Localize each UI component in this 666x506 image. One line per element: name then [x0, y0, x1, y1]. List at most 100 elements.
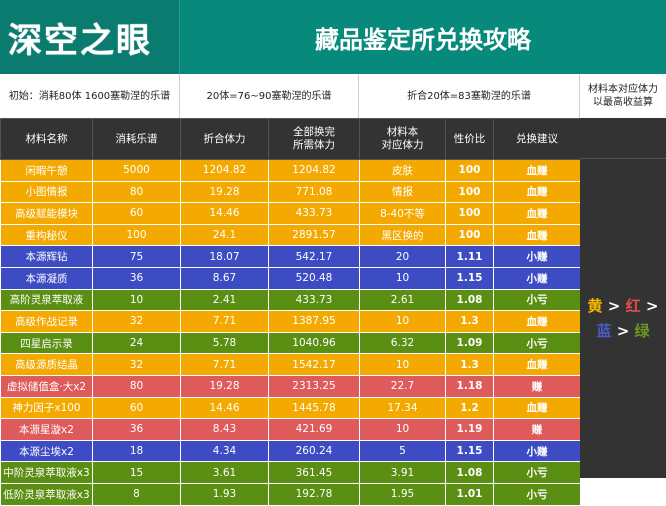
- cell-total: 433.73: [268, 288, 360, 312]
- cell-ratio: 1.09: [445, 331, 494, 355]
- cell-stamina: 14.46: [180, 202, 269, 225]
- table-row: 本源尘埃x2 18 4.34 260.24 5 1.15 小赚: [0, 439, 581, 463]
- cell-name: 虚拟储值盒·大x2: [0, 374, 93, 398]
- table-row: 四星启示录 24 5.78 1040.96 6.32 1.09 小亏: [0, 331, 581, 355]
- cell-name: 高阶灵泉萃取液: [0, 288, 93, 312]
- cell-mat: 10: [359, 310, 446, 333]
- cell-ratio: 1.11: [445, 245, 494, 268]
- cell-cost: 15: [92, 461, 181, 484]
- cell-name: 四星启示录: [0, 331, 93, 355]
- table-header-row: 材料名称 消耗乐谱 折合体力 全部换完 所需体力 材料本 对应体力 性价比 兑换建议: [0, 118, 581, 160]
- table-row: 小图情报 80 19.28 771.08 情报 100 血赚: [0, 180, 581, 204]
- color-legend: 黄 > 红 > 蓝 > 绿: [587, 296, 659, 340]
- col-stamina: 折合体力: [180, 118, 269, 160]
- cell-name: 低阶灵泉萃取液x3: [0, 482, 93, 506]
- cell-total: 421.69: [268, 418, 360, 441]
- table-row: 神力因子x100 60 14.46 1445.78 17.34 1.2 血赚: [0, 396, 581, 420]
- cell-name: 闲暇午憩: [0, 159, 93, 182]
- cell-ratio: 1.15: [445, 439, 494, 463]
- cell-mat: 1.95: [359, 482, 446, 506]
- cell-ratio: 100: [445, 202, 494, 225]
- cell-total: 433.73: [268, 202, 360, 225]
- table-row: 本源辉钻 75 18.07 542.17 20 1.11 小赚: [0, 245, 581, 268]
- cell-ratio: 1.08: [445, 288, 494, 312]
- cell-mat: 皮肤: [359, 159, 446, 182]
- cell-cost: 60: [92, 202, 181, 225]
- legend-blue: 蓝: [596, 321, 612, 340]
- cell-mat: 6.32: [359, 331, 446, 355]
- cell-mat: 22.7: [359, 374, 446, 398]
- cell-stamina: 8.43: [180, 418, 269, 441]
- cell-stamina: 4.34: [180, 439, 269, 463]
- legend-panel: 黄 > 红 > 蓝 > 绿: [580, 118, 666, 478]
- cell-ratio: 1.15: [445, 266, 494, 290]
- info-converted: 折合20体=83塞勒涅的乐谱: [359, 74, 580, 118]
- header: 深空之眼 藏品鉴定所兑换攻略: [0, 0, 666, 74]
- table-row: 本源凝质 36 8.67 520.48 10 1.15 小赚: [0, 266, 581, 290]
- cell-ratio: 100: [445, 180, 494, 204]
- cell-stamina: 7.71: [180, 353, 269, 376]
- cell-stamina: 1204.82: [180, 159, 269, 182]
- cell-name: 中阶灵泉萃取液x3: [0, 461, 93, 484]
- cell-stamina: 3.61: [180, 461, 269, 484]
- cell-ratio: 1.3: [445, 353, 494, 376]
- logo: 深空之眼: [0, 0, 180, 74]
- cell-advice: 血赚: [493, 180, 581, 204]
- cell-cost: 36: [92, 266, 181, 290]
- table-row: 重构秘仪 100 24.1 2891.57 黑区换的 100 血赚: [0, 223, 581, 247]
- cell-name: 小图情报: [0, 180, 93, 204]
- cell-mat: 17.34: [359, 396, 446, 420]
- cell-stamina: 19.28: [180, 374, 269, 398]
- info-note: 材料本对应体力 以最高收益算: [580, 74, 666, 119]
- cell-stamina: 7.71: [180, 310, 269, 333]
- table-row: 高阶灵泉萃取液 10 2.41 433.73 2.61 1.08 小亏: [0, 288, 581, 312]
- cell-advice: 小亏: [493, 482, 581, 506]
- cell-total: 1204.82: [268, 159, 360, 182]
- cell-cost: 60: [92, 396, 181, 420]
- col-material: 材料本 对应体力: [359, 118, 446, 160]
- cell-ratio: 1.2: [445, 396, 494, 420]
- cell-ratio: 100: [445, 159, 494, 182]
- cell-mat: 10: [359, 353, 446, 376]
- cell-cost: 18: [92, 439, 181, 463]
- cell-cost: 80: [92, 180, 181, 204]
- info-initial: 初始：消耗80体 1600塞勒涅的乐谱: [0, 74, 180, 118]
- info-rate: 20体=76~90塞勒涅的乐谱: [180, 74, 359, 118]
- cell-mat: 10: [359, 266, 446, 290]
- cell-name: 高级作战记录: [0, 310, 93, 333]
- cell-stamina: 2.41: [180, 288, 269, 312]
- legend-yellow: 黄: [587, 296, 603, 315]
- table-row: 虚拟储值盒·大x2 80 19.28 2313.25 22.7 1.18 赚: [0, 374, 581, 398]
- cell-name: 高级源质结晶: [0, 353, 93, 376]
- cell-name: 神力因子x100: [0, 396, 93, 420]
- table-row: 高级赋能模块 60 14.46 433.73 8-40不等 100 血赚: [0, 202, 581, 225]
- cell-mat: 2.61: [359, 288, 446, 312]
- cell-advice: 赚: [493, 374, 581, 398]
- table-row: 高级源质结晶 32 7.71 1542.17 10 1.3 血赚: [0, 353, 581, 376]
- cell-advice: 血赚: [493, 159, 581, 182]
- page-title: 藏品鉴定所兑换攻略: [315, 25, 531, 54]
- cell-advice: 小亏: [493, 288, 581, 312]
- cell-ratio: 1.01: [445, 482, 494, 506]
- cell-name: 高级赋能模块: [0, 202, 93, 225]
- table-row: 低阶灵泉萃取液x3 8 1.93 192.78 1.95 1.01 小亏: [0, 482, 581, 506]
- cell-stamina: 14.46: [180, 396, 269, 420]
- table-row: 本源星漩x2 36 8.43 421.69 10 1.19 赚: [0, 418, 581, 441]
- cell-name: 本源星漩x2: [0, 418, 93, 441]
- cell-advice: 血赚: [493, 202, 581, 225]
- cell-total: 2313.25: [268, 374, 360, 398]
- col-advice: 兑换建议: [493, 118, 581, 160]
- info-note-line2: 以最高收益算: [593, 97, 653, 108]
- cell-stamina: 18.07: [180, 245, 269, 268]
- info-note-line1: 材料本对应体力: [588, 84, 658, 95]
- cell-advice: 小亏: [493, 331, 581, 355]
- legend-red: 红: [625, 296, 641, 315]
- col-ratio: 性价比: [445, 118, 494, 160]
- cell-stamina: 5.78: [180, 331, 269, 355]
- col-cost: 消耗乐谱: [92, 118, 181, 160]
- cell-mat: 20: [359, 245, 446, 268]
- cell-advice: 血赚: [493, 353, 581, 376]
- cell-cost: 5000: [92, 159, 181, 182]
- col-total: 全部换完 所需体力: [268, 118, 360, 160]
- table-row: 中阶灵泉萃取液x3 15 3.61 361.45 3.91 1.08 小亏: [0, 461, 581, 484]
